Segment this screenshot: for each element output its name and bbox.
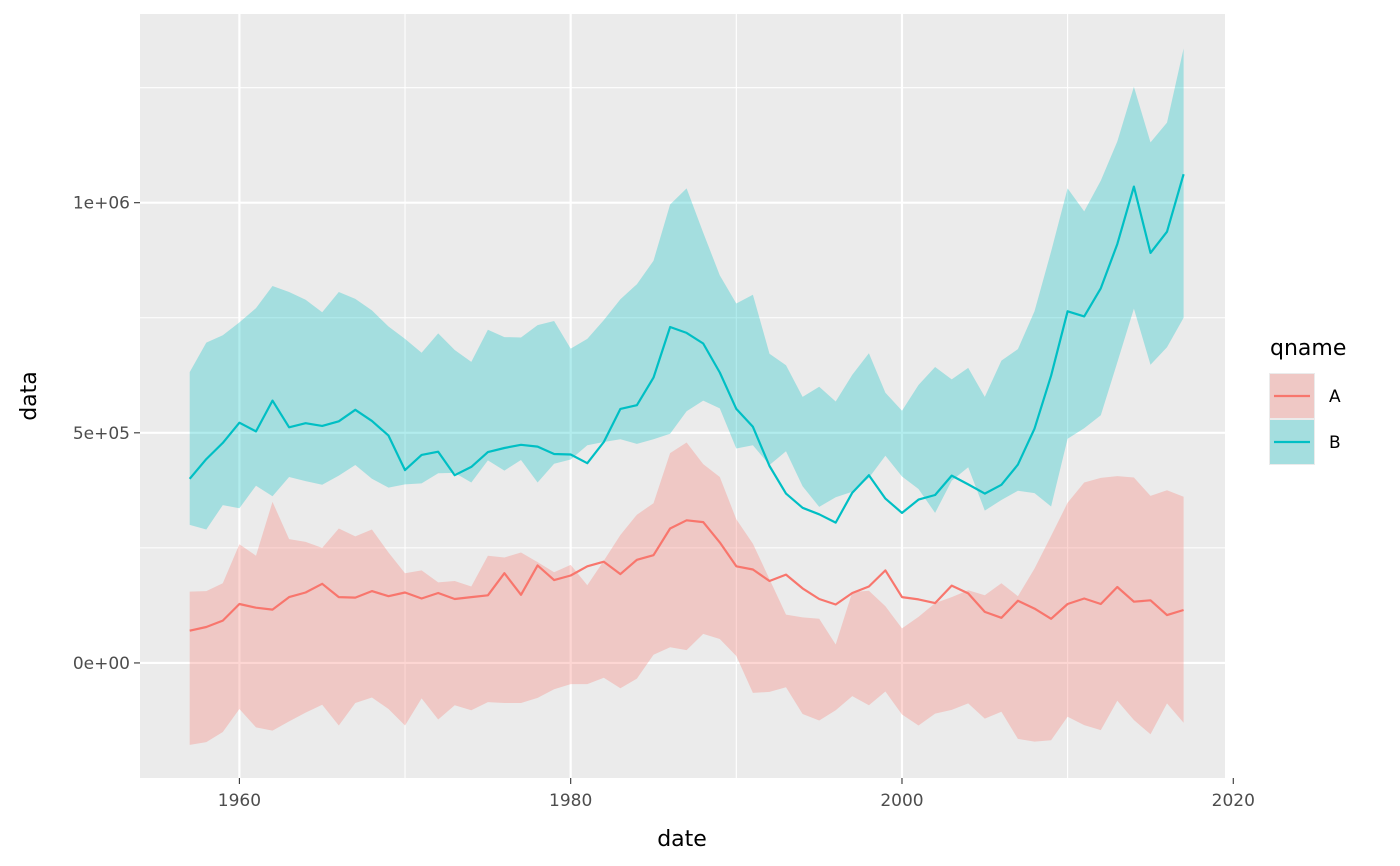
x-tick-label: 2000 (880, 791, 923, 811)
legend-keys: AB (1269, 373, 1341, 465)
legend-label-B: B (1329, 433, 1341, 453)
legend-title: qname (1270, 336, 1346, 361)
x-tick-label: 2020 (1212, 791, 1255, 811)
legend: qname AB (1269, 336, 1346, 465)
x-tick-label: 1960 (218, 791, 261, 811)
ribbon-B (189, 48, 1184, 530)
line-B (188, 173, 1185, 524)
line-A (189, 519, 1184, 632)
y-tick-label: 1e+06 (73, 194, 130, 214)
axes: 1960 1980 2000 2020 0e+00 5e+05 1e+06 (73, 194, 1255, 811)
x-axis-title: date (657, 827, 707, 852)
y-tick-label: 5e+05 (73, 424, 130, 444)
confidence-ribbons (189, 48, 1184, 745)
grid-lines (140, 14, 1235, 778)
legend-label-A: A (1329, 387, 1341, 407)
x-tick-label: 1980 (549, 791, 592, 811)
series-lines (188, 173, 1185, 632)
ribbon-A (189, 442, 1184, 745)
y-tick-label: 0e+00 (73, 654, 130, 674)
y-axis-title: data (17, 371, 42, 421)
